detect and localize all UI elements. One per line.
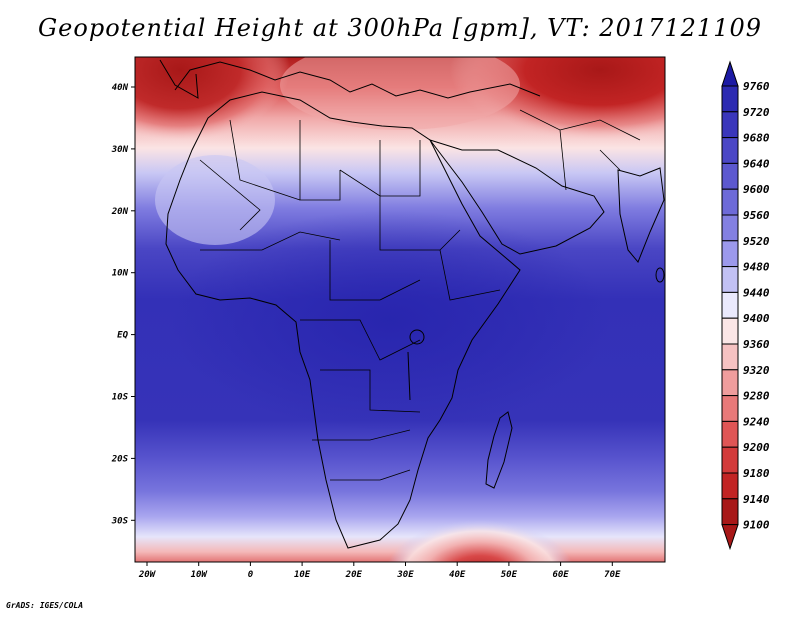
colorbar-swatch [721,472,739,500]
colorbar-swatch [721,266,739,293]
colorbar-swatch [721,343,739,371]
colorbar-label: 9680 [743,132,770,145]
colorbar-swatch [721,137,739,164]
colorbar-swatch [721,498,739,526]
lon-tick-label: 50E [501,570,518,580]
colorbar-swatch [721,420,739,448]
lon-tick-label: 40E [449,570,466,580]
colorbar-swatch [721,291,739,319]
colorbar-swatch [721,446,739,474]
lat-tick-label: 40N [112,83,129,93]
longitude-axis: 20W 10W 0 10E 20E 30E 40E 50E 60E 70E [138,562,621,580]
lon-tick-label: 20E [345,570,363,580]
lon-tick-label: 20W [138,570,157,580]
colorbar-swatch [721,85,739,113]
colorbar-label: 9200 [743,441,770,454]
colorbar-label: 9720 [743,106,770,119]
lon-tick-label: 30E [396,570,414,580]
grads-credit: GrADS: IGES/COLA [6,601,84,610]
lon-tick-label: 0 [248,570,254,580]
colorbar-label: 9560 [743,209,770,222]
colorbar-label: 9640 [743,157,770,170]
lat-tick-label: 20S [111,454,129,464]
colorbar-label: 9400 [743,312,770,325]
lon-tick-label: 10E [294,570,311,580]
lat-tick-label: 10N [112,269,129,279]
colorbar-label: 9520 [743,235,770,248]
colorbar-label: 9100 [743,519,770,532]
colorbar-label: 9140 [743,493,770,506]
colorbar-swatch [721,317,739,345]
colorbar-label: 9180 [743,467,770,480]
colorbar-swatch [721,369,739,397]
colorbar-label: 9280 [743,390,770,403]
latitude-axis: 40N 30N 20N 10N EQ 10S 20S 30S [111,83,135,526]
colorbar-label: 9760 [743,80,770,93]
lon-tick-label: 70E [604,570,621,580]
colorbar-swatch [721,111,739,139]
colorbar-label: 9320 [743,364,770,377]
colorbar-label: 9240 [743,415,770,428]
colorbar-min-arrow [721,524,739,551]
colorbar-label: 9440 [743,286,770,299]
colorbar-label: 9600 [743,183,770,196]
height-field [135,57,665,562]
map-title: Geopotential Height at 300hPa [gpm], VT:… [38,14,762,42]
lat-tick-label: 20N [111,207,129,217]
colorbar-swatch [721,240,739,268]
colorbar-swatch [721,395,739,422]
colorbar-swatch [721,214,739,242]
lat-tick-label: 30S [111,516,129,526]
colorbar: 9760 9720 9680 9640 9600 9560 9520 9480 9440 9400… [721,60,770,551]
colorbar-swatch [721,188,739,216]
colorbar-label: 9360 [743,338,770,351]
colorbar-swatch [721,162,739,190]
lat-tick-label: 30N [111,145,129,155]
map-frame [134,56,666,563]
colorbar-label: 9480 [743,261,770,274]
lat-tick-label: 10S [112,393,129,403]
lat-tick-label: EQ [117,331,128,341]
lon-tick-label: 10W [191,570,209,580]
coastlines [159,59,665,549]
borders [199,109,641,481]
lon-tick-label: 60E [552,570,569,580]
colorbar-max-arrow [721,60,739,87]
